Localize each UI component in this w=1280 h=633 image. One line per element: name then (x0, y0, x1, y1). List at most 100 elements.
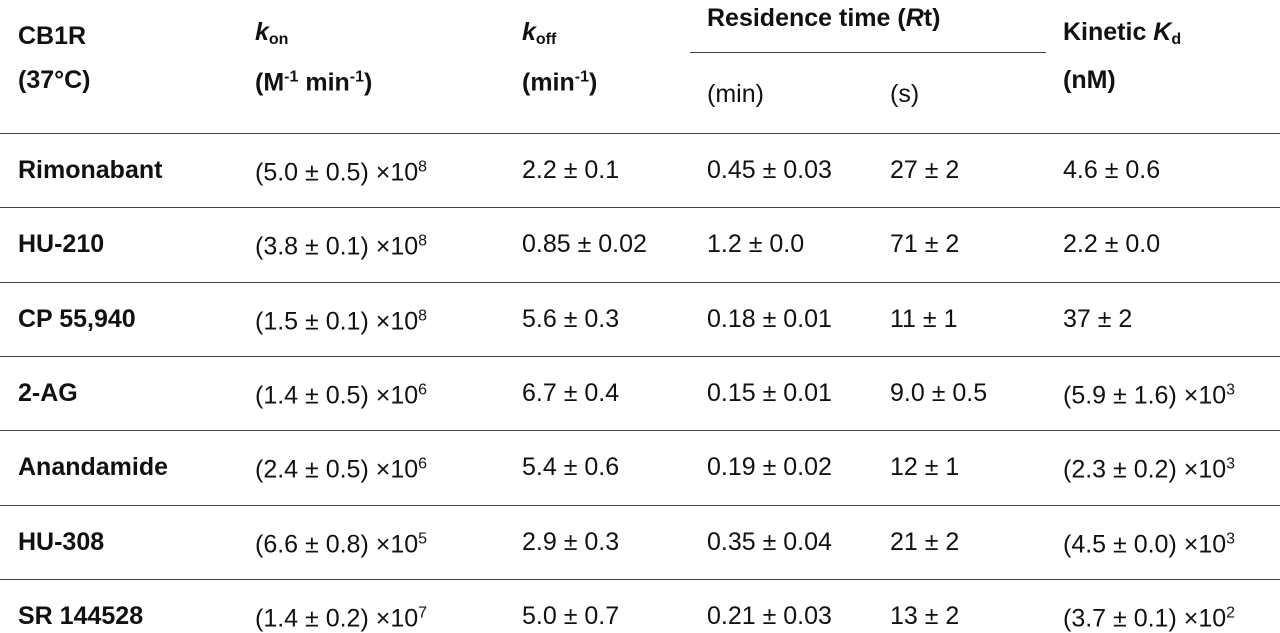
table-cell: 21 ± 2 (890, 527, 960, 556)
table-cell: 6.7 ± 0.4 (522, 379, 620, 408)
column-header: koff (522, 17, 556, 55)
table-cell: 12 ± 1 (890, 453, 960, 482)
table-cell: 37 ± 2 (1063, 304, 1133, 333)
text-segment: 3 (1226, 530, 1236, 548)
column-header: (nM) (1063, 65, 1116, 95)
text-segment: (3.8 ± 0.1) ×10 (255, 232, 419, 261)
text-segment: k (522, 18, 536, 46)
table-cell: 0.19 ± 0.02 (707, 453, 832, 482)
table-cell: (3.8 ± 0.1) ×108 (255, 227, 427, 262)
table-cell: (5.0 ± 0.5) ×108 (255, 153, 427, 188)
row-label: 2-AG (18, 379, 78, 408)
text-segment: (2.4 ± 0.5) ×10 (255, 455, 419, 484)
text-segment: (1.4 ± 0.2) ×10 (255, 604, 419, 633)
text-segment: (5.0 ± 0.5) ×10 (255, 158, 419, 187)
text-segment: (2.3 ± 0.2) ×10 (1063, 455, 1227, 484)
text-segment: (3.7 ± 0.1) ×10 (1063, 604, 1227, 633)
text-segment: (1.5 ± 0.1) ×10 (255, 307, 419, 336)
group-header: Residence time (Rt) (707, 3, 940, 33)
table-cell: (5.9 ± 1.6) ×103 (1063, 376, 1235, 411)
table-cell: 0.85 ± 0.02 (522, 230, 647, 259)
table-cell: 2.2 ± 0.0 (1063, 230, 1161, 259)
text-segment: 6 (418, 381, 428, 399)
text-segment: R (905, 4, 924, 32)
subcolumn-header: (min) (707, 80, 764, 108)
text-segment: -1 (349, 68, 365, 86)
table-cell: 5.6 ± 0.3 (522, 304, 620, 333)
table-cell: 2.2 ± 0.1 (522, 156, 620, 185)
text-segment: (6.6 ± 0.8) ×10 (255, 530, 419, 559)
table-cell: (1.5 ± 0.1) ×108 (255, 301, 427, 336)
text-segment: K (1153, 18, 1172, 46)
text-segment: off (535, 31, 557, 48)
table-cell: 9.0 ± 0.5 (890, 379, 988, 408)
table-cell: (3.7 ± 0.1) ×102 (1063, 598, 1235, 633)
table-cell: 0.35 ± 0.04 (707, 527, 832, 556)
text-segment: (1.4 ± 0.5) ×10 (255, 381, 419, 410)
text-segment: k (255, 18, 269, 46)
row-label: Rimonabant (18, 156, 163, 185)
text-segment: (4.5 ± 0.0) ×10 (1063, 530, 1227, 559)
text-segment: 8 (418, 307, 428, 325)
text-segment: on (268, 31, 289, 48)
row-separator (0, 355, 1280, 357)
text-segment: 3 (1226, 381, 1236, 399)
text-segment: ) (364, 68, 373, 97)
text-segment: 6 (418, 455, 428, 473)
table-cell: (1.4 ± 0.5) ×106 (255, 376, 427, 411)
row-label: Anandamide (18, 453, 169, 482)
text-segment: (nM) (1063, 66, 1116, 94)
text-segment: (37°C) (18, 66, 91, 94)
table-cell: 1.2 ± 0.0 (707, 230, 805, 259)
text-segment: (M (255, 68, 285, 97)
row-separator (0, 207, 1280, 209)
text-segment: Kinetic (1063, 18, 1154, 46)
column-header: CB1R (18, 21, 86, 51)
row-separator (0, 504, 1280, 506)
text-segment: -1 (574, 68, 590, 86)
table-cell: 4.6 ± 0.6 (1063, 156, 1161, 185)
row-separator (0, 281, 1280, 283)
row-label: SR 144528 (18, 601, 144, 630)
table-cell: 2.9 ± 0.3 (522, 527, 620, 556)
text-segment: 8 (418, 232, 428, 250)
table-cell: (6.6 ± 0.8) ×105 (255, 524, 427, 559)
table-cell: 71 ± 2 (890, 230, 960, 259)
row-separator (0, 578, 1280, 580)
row-separator (0, 430, 1280, 432)
column-header: kon (255, 17, 288, 55)
table-cell: 0.21 ± 0.03 (707, 601, 832, 630)
row-label: HU-210 (18, 230, 105, 259)
text-segment: 7 (418, 604, 428, 622)
text-segment: 3 (1226, 455, 1236, 473)
row-label: HU-308 (18, 527, 105, 556)
table-cell: (2.3 ± 0.2) ×103 (1063, 450, 1235, 485)
header-rule (0, 133, 1280, 134)
text-segment: 8 (418, 158, 428, 176)
text-segment: (min (522, 68, 575, 97)
text-segment: Residence time ( (707, 4, 906, 32)
text-segment: CB1R (18, 22, 87, 50)
text-segment: 2 (1226, 604, 1236, 622)
table-cell: 0.15 ± 0.01 (707, 379, 832, 408)
text-segment: -1 (284, 68, 299, 86)
table-cell: (2.4 ± 0.5) ×106 (255, 450, 427, 485)
column-header: (37°C) (18, 65, 91, 95)
column-header: (min-1) (522, 63, 597, 98)
table-cell: 0.45 ± 0.03 (707, 156, 832, 185)
text-segment: d (1171, 31, 1182, 48)
subcolumn-header: (s) (890, 80, 920, 108)
table-cell: 27 ± 2 (890, 156, 960, 185)
table-cell: 5.4 ± 0.6 (522, 453, 620, 482)
row-label: CP 55,940 (18, 304, 136, 333)
table-cell: 5.0 ± 0.7 (522, 601, 620, 630)
table-cell: 13 ± 2 (890, 601, 960, 630)
group-rule (690, 52, 1046, 53)
text-segment: min (298, 68, 350, 97)
table-cell: 11 ± 1 (890, 304, 958, 333)
column-header: Kinetic Kd (1063, 17, 1181, 55)
table-cell: 0.18 ± 0.01 (707, 304, 832, 333)
text-segment: ) (589, 68, 598, 97)
text-segment: t) (923, 4, 941, 32)
